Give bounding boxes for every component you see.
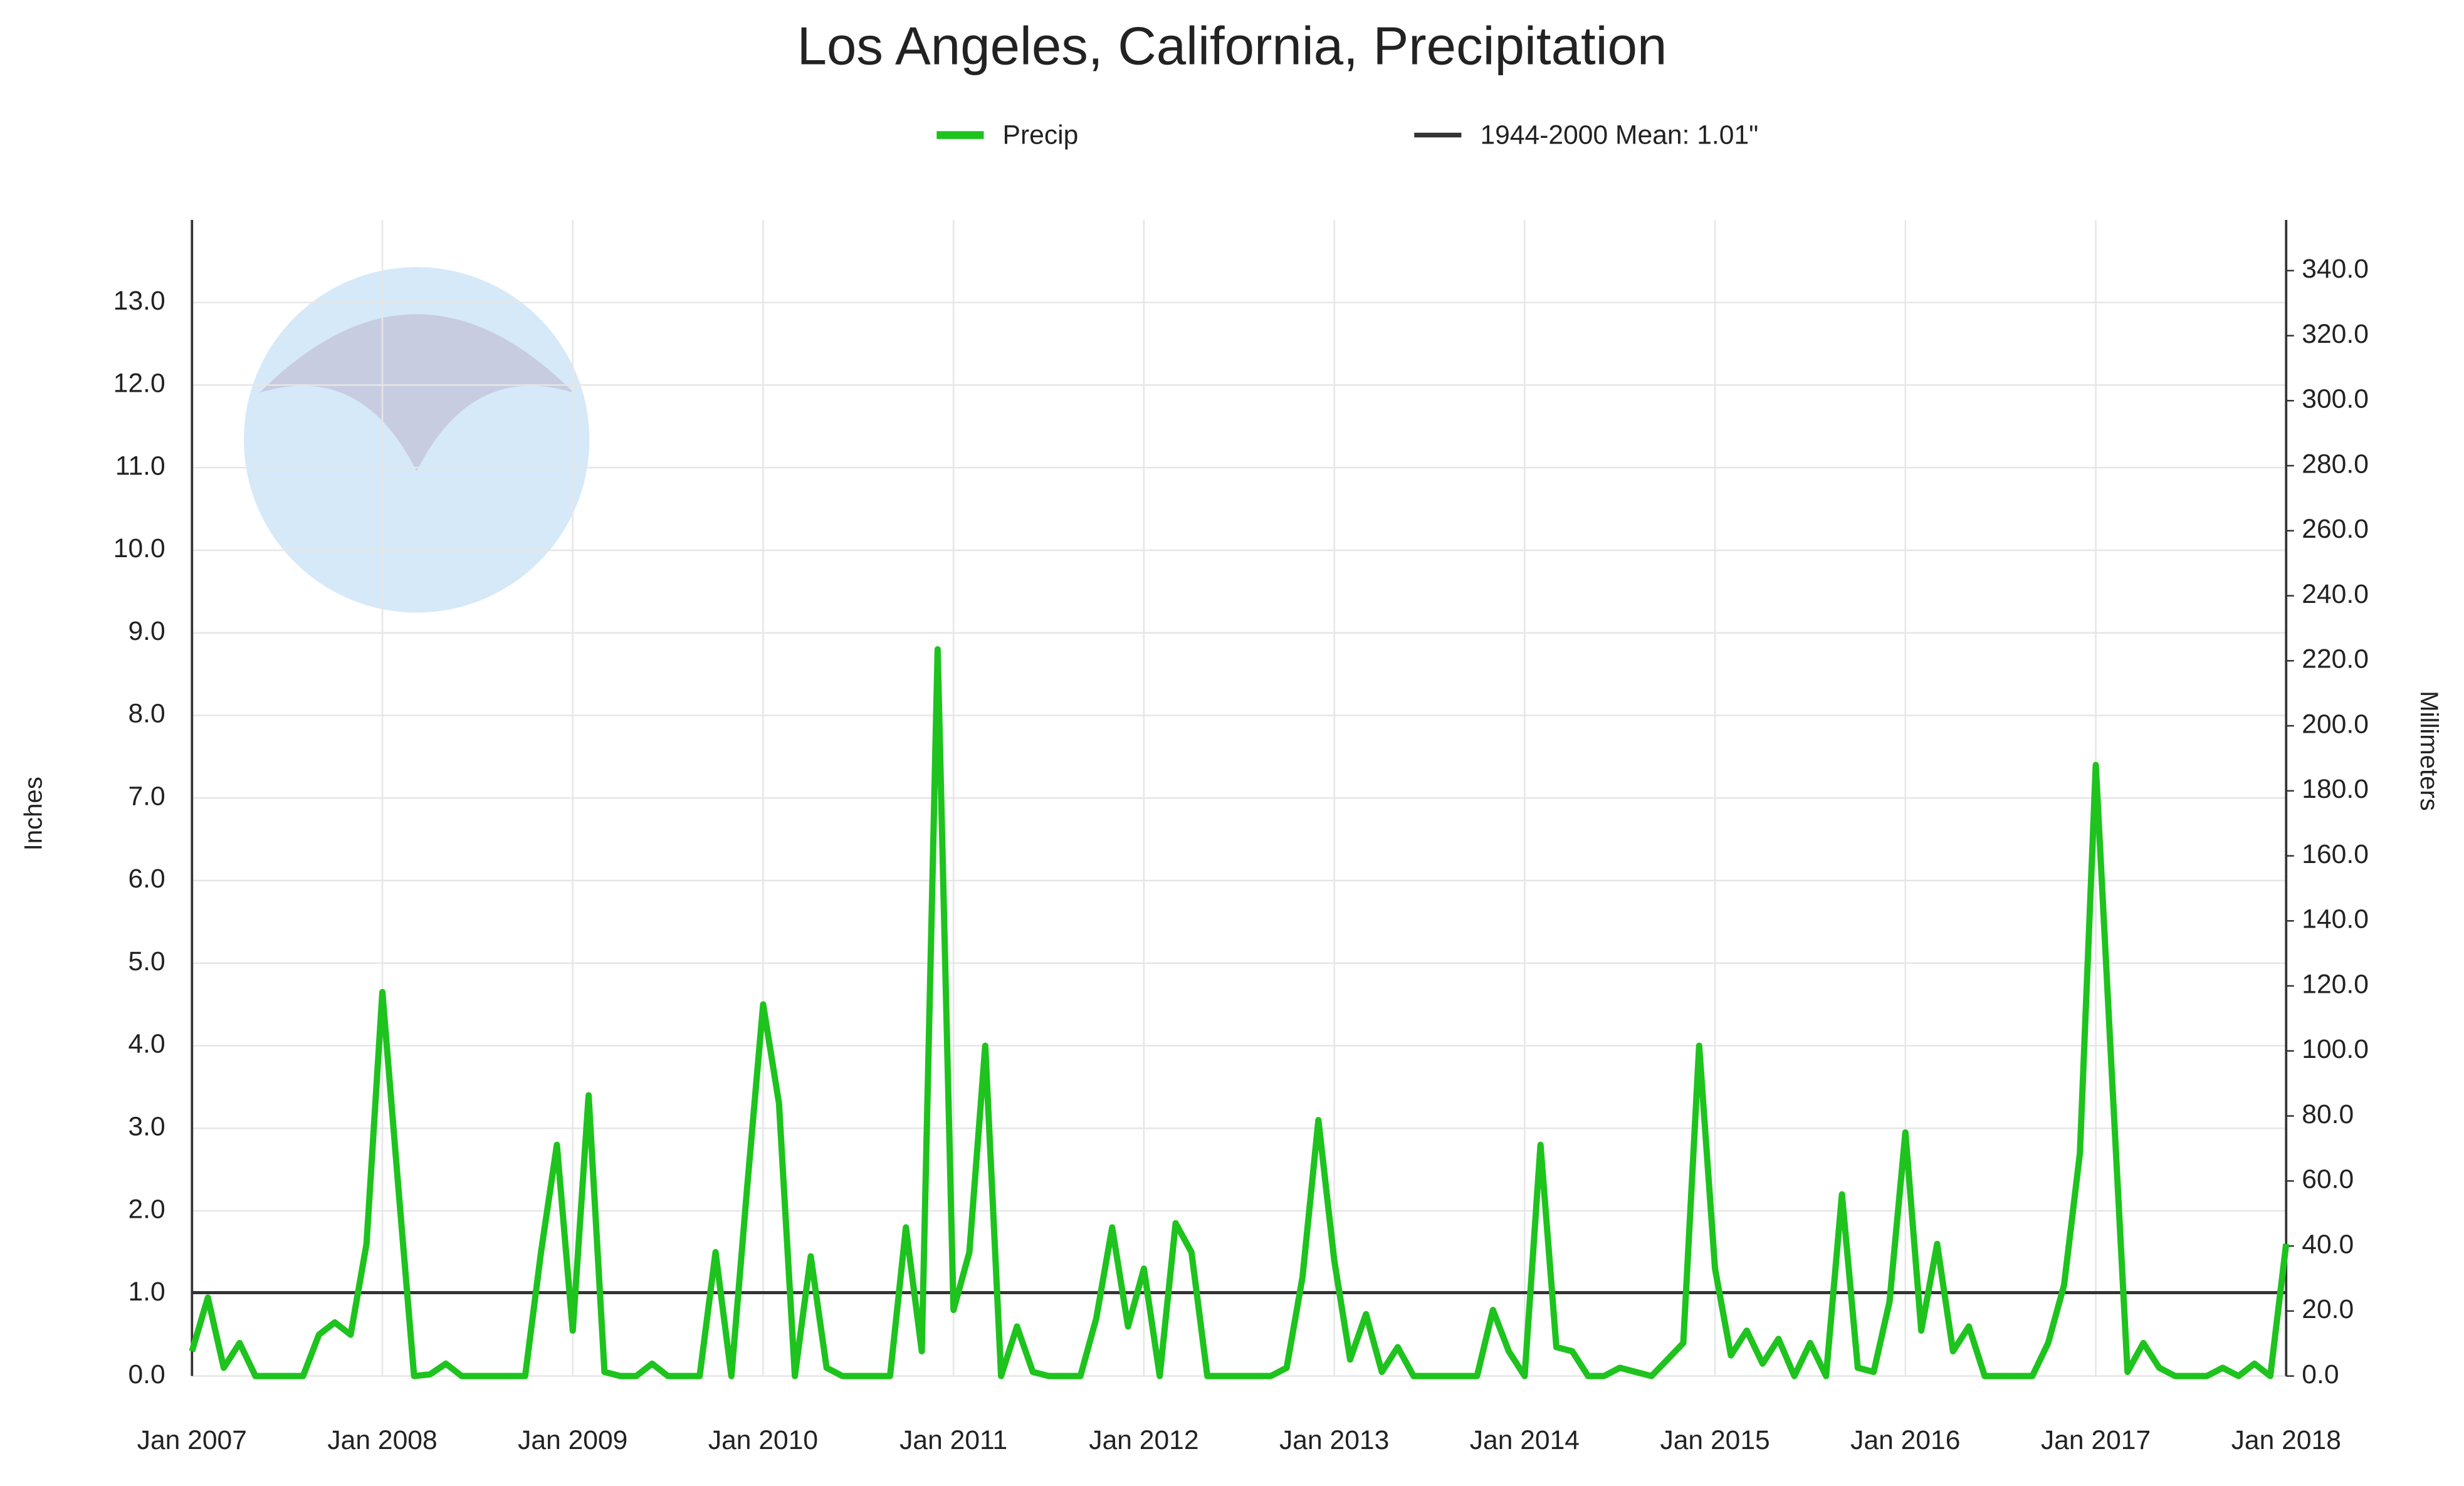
- y-tick-label: 3.0: [128, 1112, 165, 1142]
- y2-tick-label: 220.0: [2302, 644, 2369, 674]
- x-tick-label: Jan 2012: [1089, 1425, 1198, 1455]
- y-tick-label: 7.0: [128, 781, 165, 811]
- x-tick-label: Jan 2013: [1279, 1425, 1389, 1455]
- y-tick-label: 9.0: [128, 616, 165, 646]
- y2-tick-label: 340.0: [2302, 254, 2369, 284]
- y2-tick-label: 260.0: [2302, 514, 2369, 544]
- y2-tick-label: 0.0: [2302, 1359, 2339, 1389]
- y2-tick-label: 300.0: [2302, 384, 2369, 414]
- y-tick-label: 4.0: [128, 1029, 165, 1059]
- y2-axis-title: Millimeters: [2415, 691, 2443, 811]
- x-tick-label: Jan 2015: [1660, 1425, 1769, 1455]
- legend-label: Precip: [1003, 120, 1079, 150]
- y2-tick-label: 120.0: [2302, 969, 2369, 999]
- y2-tick-label: 180.0: [2302, 774, 2369, 804]
- y-tick-label: 2.0: [128, 1194, 165, 1224]
- y2-tick-label: 200.0: [2302, 709, 2369, 739]
- y-axis-title: Inches: [19, 777, 47, 850]
- x-tick-label: Jan 2007: [137, 1425, 247, 1455]
- y2-tick-label: 280.0: [2302, 449, 2369, 479]
- x-tick-label: Jan 2008: [327, 1425, 437, 1455]
- y2-tick-label: 40.0: [2302, 1229, 2354, 1259]
- x-tick-label: Jan 2011: [899, 1425, 1007, 1455]
- legend-label: 1944-2000 Mean: 1.01": [1481, 120, 1759, 150]
- y-tick-label: 10.0: [113, 533, 165, 563]
- y2-tick-label: 20.0: [2302, 1294, 2354, 1324]
- y-tick-label: 5.0: [128, 946, 165, 976]
- x-tick-label: Jan 2017: [2041, 1425, 2151, 1455]
- x-tick-label: Jan 2009: [518, 1425, 627, 1455]
- y2-tick-label: 160.0: [2302, 839, 2369, 869]
- y-tick-label: 12.0: [113, 369, 165, 399]
- watermark-logo: [244, 267, 590, 613]
- x-tick-label: Jan 2018: [2231, 1425, 2341, 1455]
- y2-tick-label: 100.0: [2302, 1034, 2369, 1064]
- precip-line: [189, 646, 2290, 1379]
- y-tick-label: 6.0: [128, 864, 165, 894]
- y2-tick-label: 80.0: [2302, 1099, 2354, 1129]
- x-tick-label: Jan 2010: [708, 1425, 818, 1455]
- y-tick-label: 0.0: [128, 1359, 165, 1389]
- y2-tick-label: 60.0: [2302, 1164, 2354, 1195]
- y2-tick-label: 140.0: [2302, 904, 2369, 934]
- x-tick-label: Jan 2016: [1850, 1425, 1960, 1455]
- y2-tick-label: 320.0: [2302, 319, 2369, 349]
- y-tick-label: 1.0: [128, 1277, 165, 1307]
- y-tick-label: 13.0: [113, 286, 165, 316]
- y2-tick-label: 240.0: [2302, 579, 2369, 609]
- chart-title: Los Angeles, California, Precipitation: [797, 17, 1667, 76]
- y-tick-label: 8.0: [128, 699, 165, 729]
- x-tick-label: Jan 2014: [1470, 1425, 1580, 1455]
- y-tick-label: 11.0: [115, 451, 165, 481]
